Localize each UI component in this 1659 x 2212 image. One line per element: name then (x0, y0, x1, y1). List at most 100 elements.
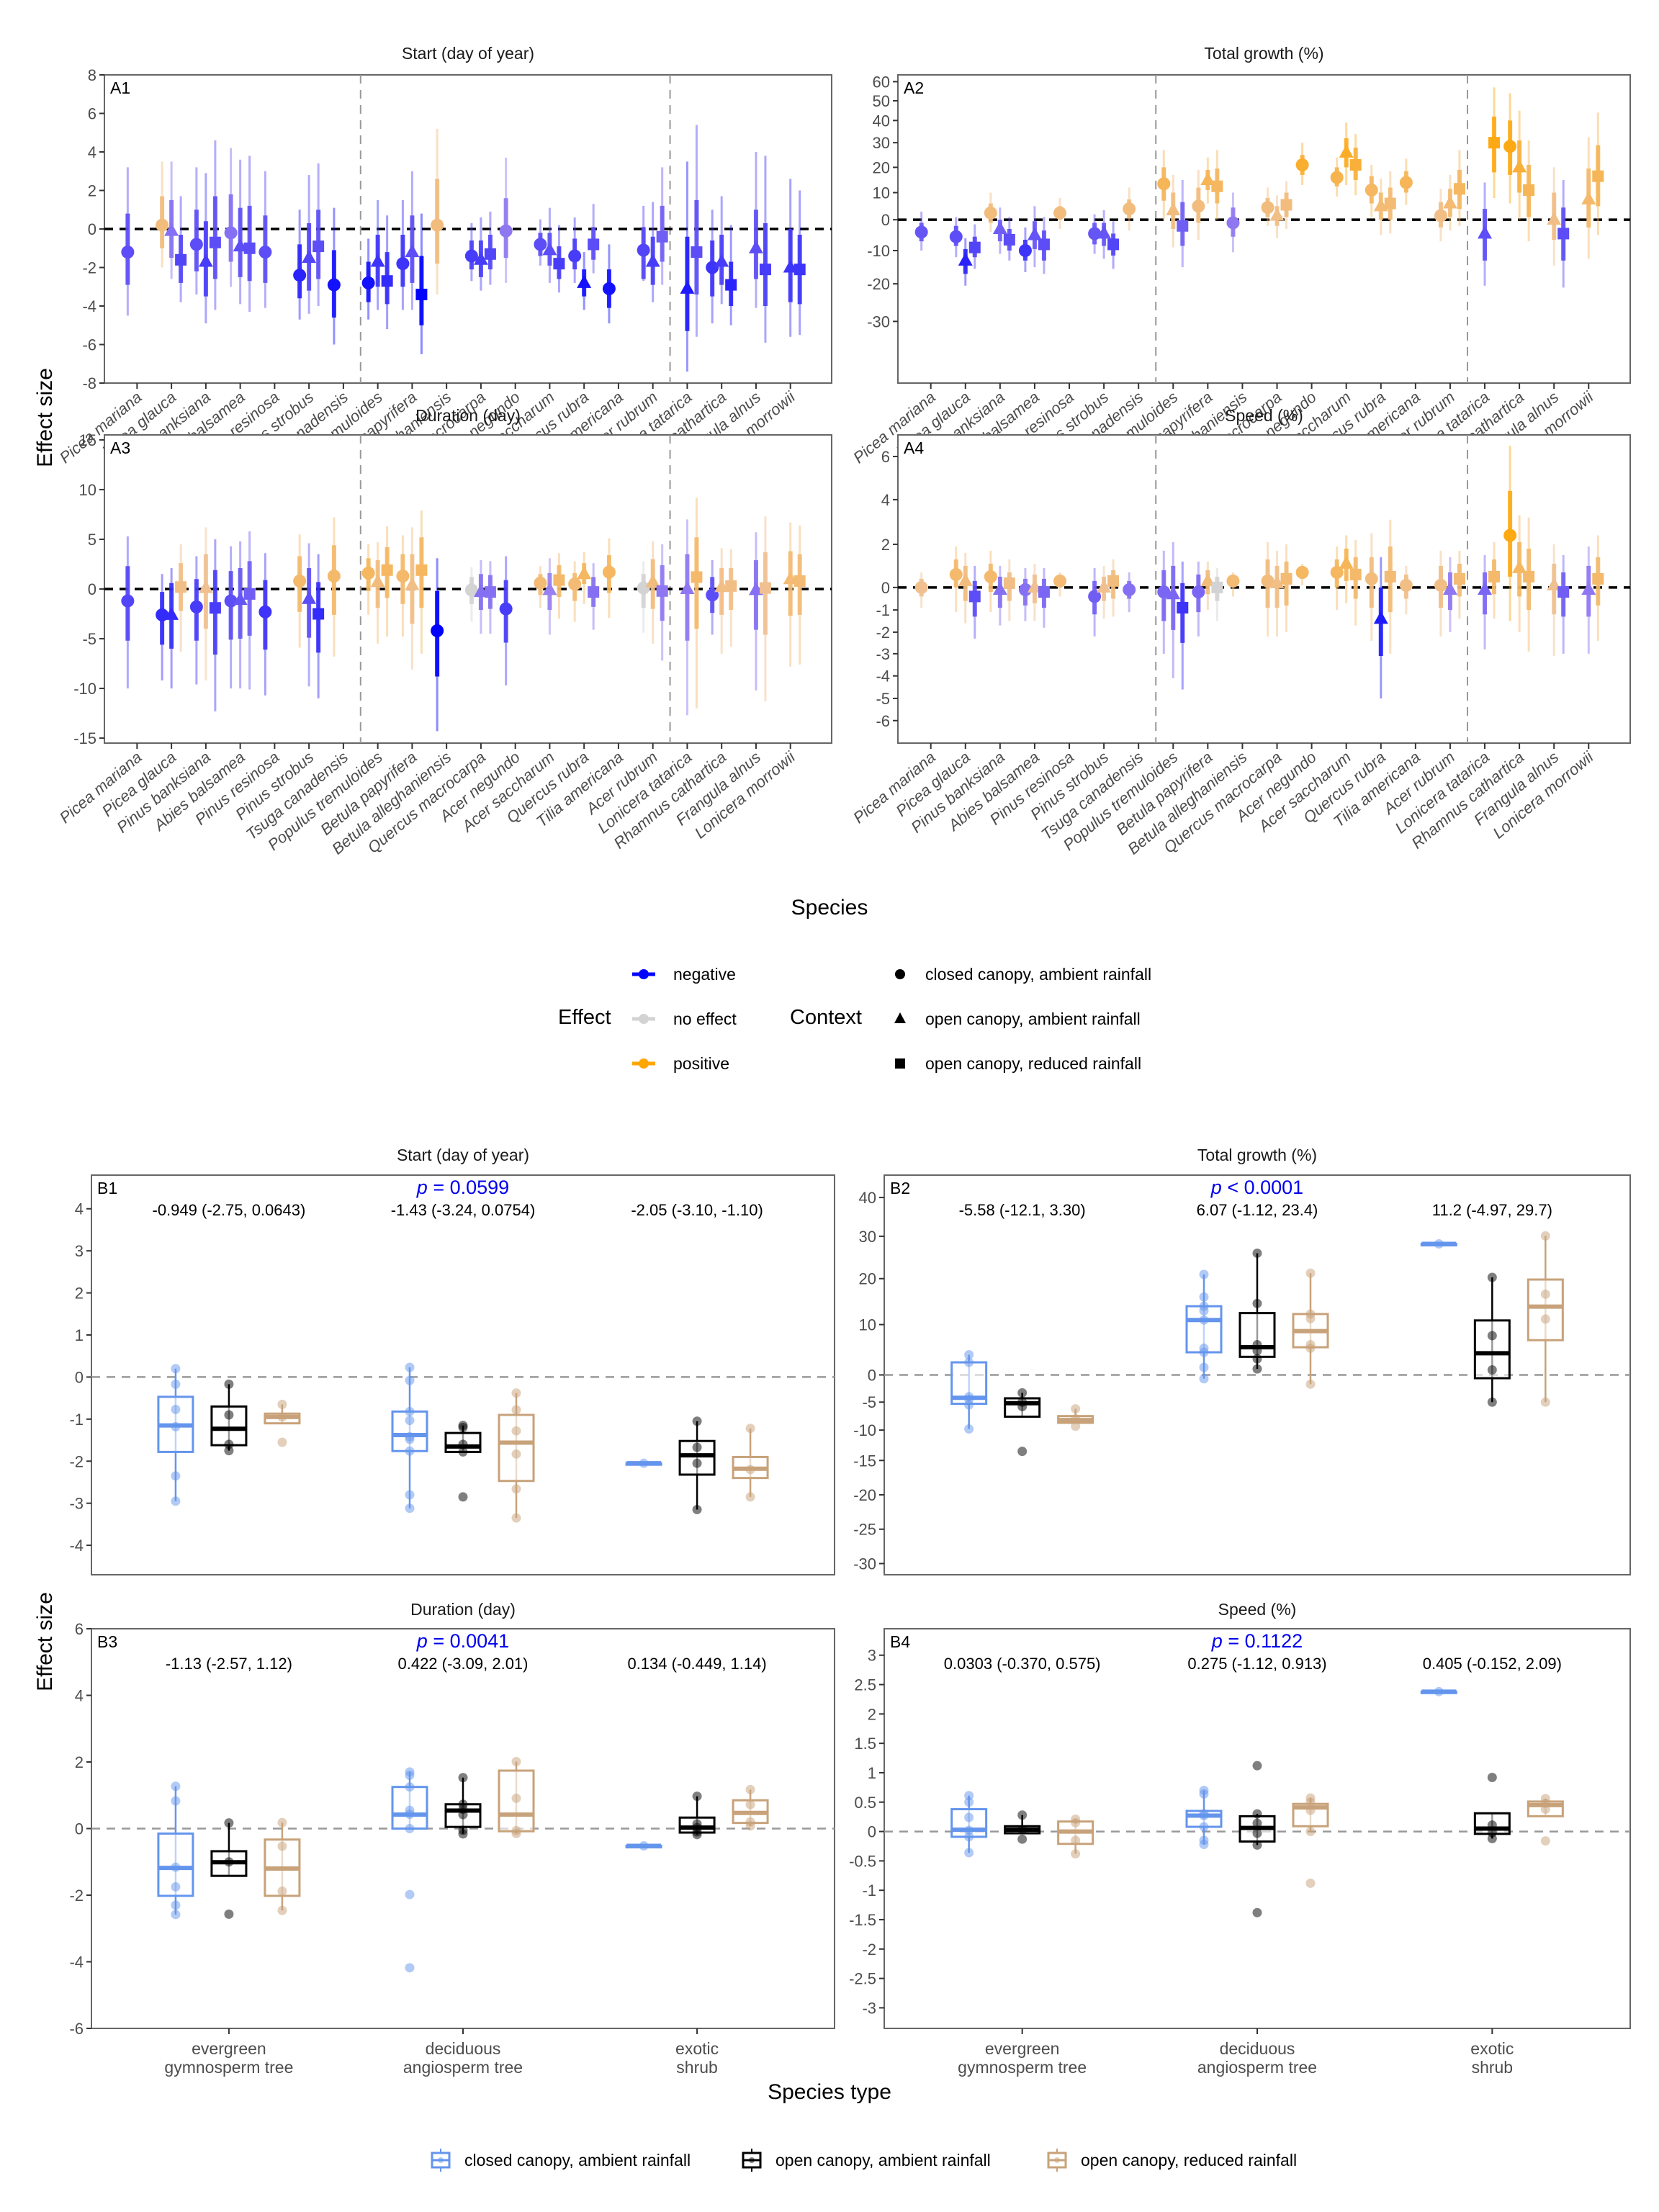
data-point (1540, 1397, 1550, 1407)
effect-estimate (370, 542, 385, 644)
effect-estimate (1434, 189, 1447, 242)
point-square (656, 585, 668, 597)
effect-estimate (1226, 192, 1240, 253)
boxplot (1420, 1239, 1457, 1249)
boxplot (1004, 1388, 1041, 1457)
effect-estimate (637, 561, 650, 633)
point-square (1280, 199, 1292, 211)
data-point (1305, 1797, 1316, 1807)
group-estimate-label: 0.0303 (-0.370, 0.575) (944, 1655, 1101, 1673)
data-point (458, 1423, 468, 1433)
effect-estimate (1488, 541, 1501, 619)
boxplot (210, 1379, 248, 1456)
y-tick-label: 30 (859, 1228, 876, 1246)
effect-estimate (1349, 539, 1362, 626)
effect-estimate (1503, 93, 1517, 204)
point-circle (637, 581, 650, 595)
point-circle (1399, 578, 1413, 592)
group-estimate-label: -1.13 (-2.57, 1.12) (166, 1655, 292, 1673)
data-point (511, 1449, 521, 1459)
data-point (405, 1406, 415, 1416)
data-point (964, 1424, 974, 1434)
data-point (405, 1375, 415, 1385)
effect-estimate (484, 561, 496, 634)
point-square (1003, 577, 1015, 589)
data-point (277, 1399, 287, 1409)
data-point (1540, 1314, 1550, 1324)
effect-estimate (1192, 169, 1205, 240)
point-circle (637, 243, 650, 257)
point-circle (1330, 171, 1344, 184)
effect-estimate (949, 217, 963, 258)
effect-estimate (473, 217, 488, 291)
effect-estimate (396, 199, 410, 310)
data-point (964, 1825, 974, 1835)
y-tick-label: 2 (868, 1705, 876, 1723)
data-point (277, 1412, 287, 1422)
point-triangle (748, 240, 763, 253)
point-circle (1330, 565, 1344, 579)
y-tick-label: 0 (88, 220, 96, 238)
species-type-label: angiosperm tree (403, 2058, 523, 2077)
effect-estimate (1503, 445, 1517, 621)
point-circle (1192, 199, 1205, 213)
effect-estimate (313, 554, 325, 698)
data-point (405, 1782, 415, 1792)
point-triangle (473, 251, 488, 265)
square-icon (895, 1058, 905, 1069)
data-point (1017, 1447, 1028, 1457)
data-point (1252, 1248, 1262, 1258)
effect-estimate (499, 556, 513, 685)
panels: Start (day of year)A186420-2-4-6-8Picea … (56, 44, 1631, 2077)
point-triangle (1339, 144, 1354, 158)
point-circle (1364, 572, 1378, 585)
data-point (1252, 1298, 1262, 1308)
y-tick-label: -30 (853, 1555, 876, 1573)
data-point (1199, 1789, 1209, 1799)
y-tick-label: 4 (88, 143, 96, 161)
y-tick-label: 15 (79, 431, 96, 449)
point-square (1211, 581, 1223, 593)
point-triangle (164, 606, 179, 620)
point-square (1107, 238, 1120, 251)
data-point (1487, 1833, 1497, 1843)
point-square (381, 275, 393, 287)
data-point (1434, 1686, 1444, 1696)
point-triangle (958, 252, 973, 266)
boxplot (264, 1399, 301, 1447)
y-tick-label: -2 (82, 259, 96, 277)
effect-estimate (381, 215, 393, 330)
effect-estimate (1018, 227, 1032, 273)
data-point (1071, 1414, 1081, 1424)
point-square (484, 248, 496, 260)
y-tick-label: -4 (69, 1537, 84, 1555)
panel-b3: Duration (day) B3 6 4 2 0 -2 -4 -6 p = 0.0041 -1.1… (69, 1600, 835, 2077)
point-triangle (577, 274, 592, 288)
effect-estimate (327, 517, 341, 657)
box (1527, 1278, 1564, 1341)
group-estimate-label: 0.134 (-0.449, 1.14) (627, 1655, 766, 1673)
point-square (968, 241, 981, 253)
point-triangle (1166, 586, 1181, 600)
effect-estimate (1053, 572, 1067, 597)
effect-estimate (1592, 112, 1604, 235)
point-circle (568, 249, 582, 263)
point-square (1488, 570, 1501, 583)
data-point (1252, 1354, 1262, 1364)
legend-b-label: open canopy, reduced rainfall (1081, 2151, 1297, 2170)
effect-estimate (680, 519, 695, 716)
group-estimate-label: 0.275 (-1.12, 0.913) (1187, 1655, 1326, 1673)
data-point (458, 1492, 468, 1502)
data-point (405, 1446, 415, 1456)
data-point (692, 1458, 702, 1468)
point-circle (1295, 158, 1309, 171)
data-point (1199, 1362, 1209, 1372)
effect-estimate (293, 534, 307, 648)
panel-title: Total growth (%) (1197, 1146, 1317, 1164)
data-point (277, 1437, 287, 1447)
panel-tag: A1 (110, 78, 130, 97)
point-circle (534, 576, 547, 590)
point-circle (1088, 590, 1102, 603)
data-point (1540, 1231, 1550, 1241)
